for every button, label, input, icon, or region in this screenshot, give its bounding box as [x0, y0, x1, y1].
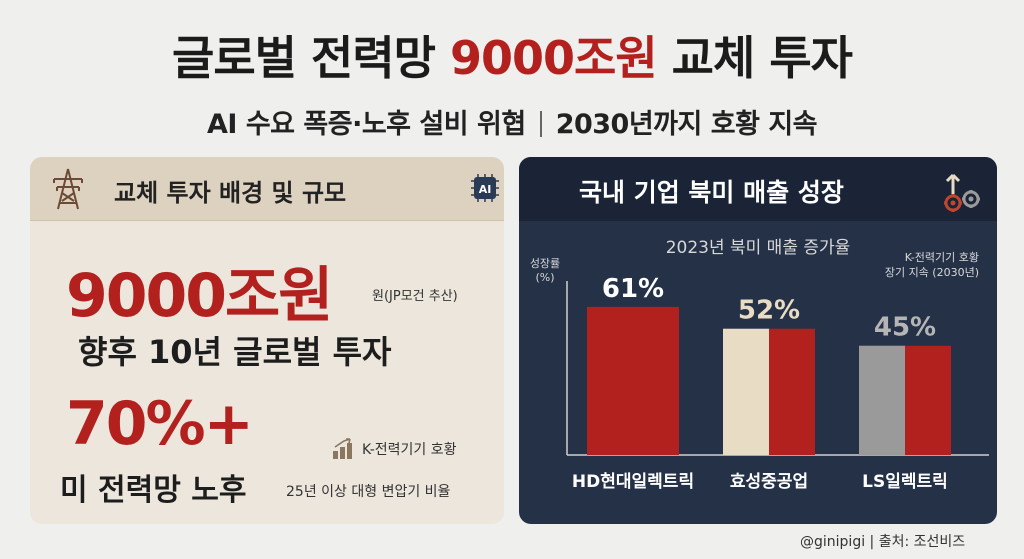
- ai-chip-label: AI: [479, 183, 492, 196]
- bar-3-segment-1: [859, 345, 905, 455]
- page-title: 글로벌 전력망 9000조원 교체 투자: [0, 22, 1024, 88]
- title-highlight: 9000조원: [449, 31, 658, 85]
- growth-bars-icon: [333, 438, 352, 459]
- title-part2: 교체 투자: [656, 31, 853, 85]
- background-panel-title: 교체 투자 배경 및 규모: [114, 179, 347, 207]
- growth-panel-header: 국내 기업 북미 매출 성장: [519, 157, 997, 221]
- aging-percent: 70%+: [66, 389, 254, 459]
- subtitle-right: 2030년까지 호황 지속: [555, 109, 818, 140]
- bar-1: [587, 306, 679, 455]
- power-tower-icon: [53, 168, 83, 210]
- chart-title: 2023년 북미 매출 증가율: [666, 238, 851, 258]
- bar-2-segment-1: [723, 328, 769, 455]
- bar-3-segment-2: [905, 345, 951, 455]
- investment-caption: 향후 10년 글로벌 투자: [78, 333, 392, 371]
- annotation-line: 장기 지속 (2030년): [885, 266, 979, 279]
- investment-value: 9000조원: [66, 261, 333, 331]
- category-label: LS일렉트릭: [862, 472, 948, 492]
- investment-note: 원(JP모건 추산): [372, 289, 458, 304]
- background-panel: 교체 투자 배경 및 규모 AI 9000조원 원(JP모건 추산) 향후 10…: [30, 157, 504, 524]
- ai-chip-icon: AI: [471, 174, 499, 202]
- growth-panel: 국내 기업 북미 매출 성장 2023년 북미 매출 증가율 성장률 (%) K-…: [519, 157, 997, 524]
- bar-2-segment-2: [769, 328, 815, 455]
- category-label: HD현대일렉트릭: [572, 472, 694, 492]
- growth-panel-title: 국내 기업 북미 매출 성장: [579, 178, 844, 207]
- subtitle-divider: [539, 111, 542, 137]
- bar-value-label: 45%: [874, 313, 936, 343]
- aging-caption: 미 전력망 노후: [60, 473, 247, 508]
- category-label: 효성중공업: [730, 472, 808, 492]
- gear-growth-icon: [944, 173, 980, 212]
- page-subtitle: AI 수요 폭증·노후 설비 위협 2030년까지 호황 지속: [0, 102, 1024, 141]
- y-axis-label: 성장률 (%): [530, 257, 560, 284]
- subtitle-left: AI 수요 폭증·노후 설비 위협: [206, 109, 526, 140]
- source-credit: @ginipigi | 출처: 조선비즈: [800, 534, 966, 550]
- title-part1: 글로벌 전력망: [172, 31, 450, 85]
- bar-value-label: 61%: [602, 274, 664, 304]
- background-panel-header: 교체 투자 배경 및 규모 AI: [30, 157, 504, 221]
- boom-note: K-전력기기 호황: [362, 442, 457, 458]
- y-axis-label-line: 성장률: [530, 257, 560, 270]
- annotation-line: K-전력기기 호황: [905, 251, 979, 264]
- aging-note: 25년 이상 대형 변압기 비율: [286, 484, 451, 500]
- bar-value-label: 52%: [738, 296, 800, 326]
- y-axis-label-line: (%): [535, 271, 554, 284]
